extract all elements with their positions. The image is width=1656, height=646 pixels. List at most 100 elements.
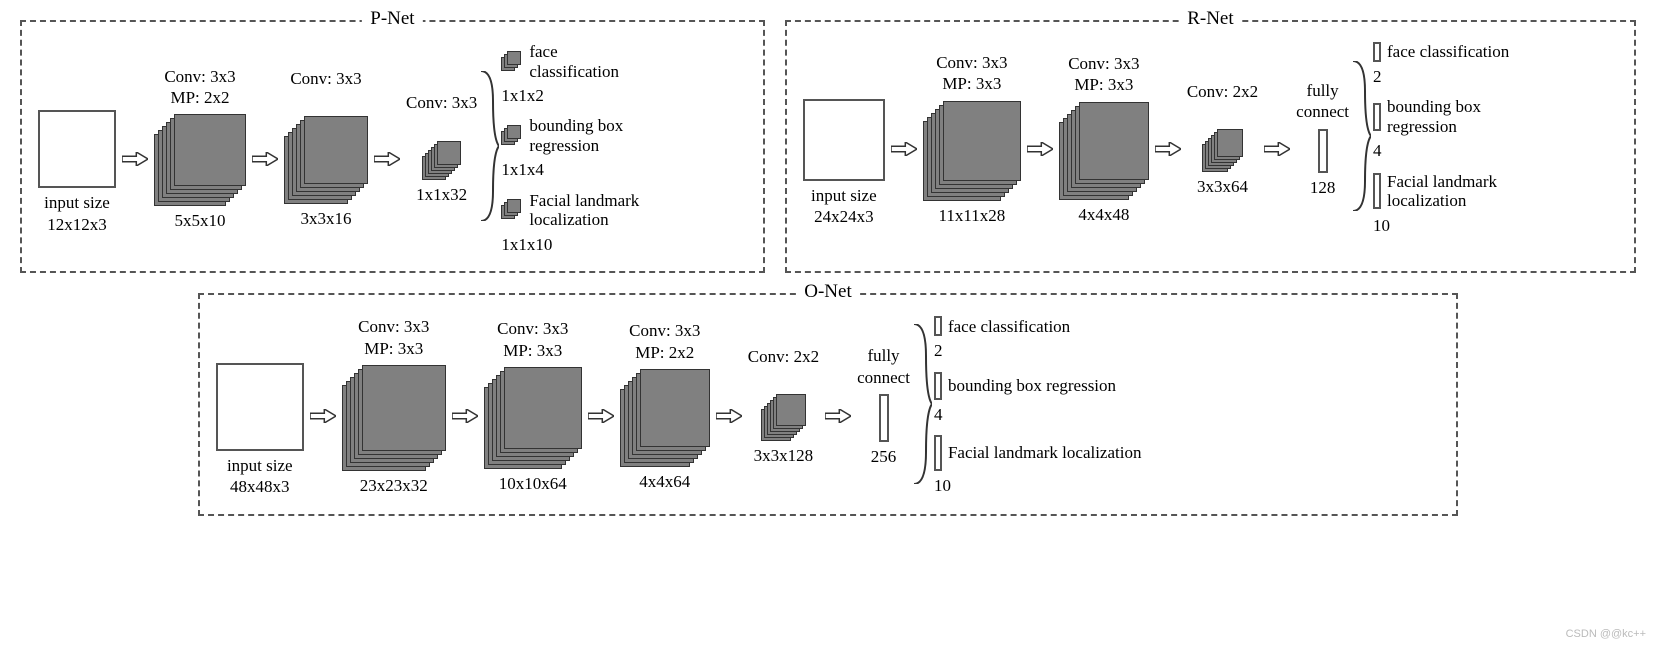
fc-stage: fullyconnect 128 xyxy=(1296,80,1349,198)
output-item: bounding box regression 4 xyxy=(934,372,1142,425)
output-bar xyxy=(934,372,942,400)
output-item: bounding boxregression 4 xyxy=(1373,97,1509,161)
feature-stack xyxy=(154,114,246,206)
stage-dim: 10x10x64 xyxy=(499,473,567,494)
output-dim: 10 xyxy=(1373,215,1509,236)
stage-dim: 4x4x64 xyxy=(639,471,690,492)
output-dim: 2 xyxy=(934,340,1142,361)
brace-icon xyxy=(479,71,499,226)
output-item: faceclassification 1x1x2 xyxy=(501,42,639,106)
output-item: Facial landmarklocalization 10 xyxy=(1373,172,1509,236)
stage-op: Conv: 3x3MP: 2x2 xyxy=(629,320,700,363)
input-block: input size48x48x3 xyxy=(216,315,304,498)
input-box xyxy=(216,363,304,451)
output-dim: 1x1x4 xyxy=(501,159,639,180)
input-block: input size24x24x3 xyxy=(803,51,885,228)
output-bar xyxy=(934,316,942,336)
conv-stage: Conv: 3x3MP: 3x3 4x4x48 xyxy=(1059,53,1149,225)
stage-op: Conv: 2x2 xyxy=(748,346,819,389)
pnet-panel: P-Net input size12x12x3 Conv: 3x3MP: 2x2… xyxy=(20,20,765,273)
onet-title: O-Net xyxy=(796,281,859,303)
arrow-icon xyxy=(1264,142,1290,156)
feature-stack xyxy=(761,394,806,441)
arrow-icon xyxy=(310,409,336,423)
arrow-icon xyxy=(588,409,614,423)
feature-stack xyxy=(620,369,710,467)
input-block: input size12x12x3 xyxy=(38,62,116,235)
fc-bar xyxy=(879,394,889,442)
output-item: Facial landmark localization 10 xyxy=(934,435,1142,496)
output-bar xyxy=(1373,103,1381,131)
onet-panel: O-Net input size48x48x3 Conv: 3x3MP: 3x3… xyxy=(198,293,1458,516)
arrow-icon xyxy=(716,409,742,423)
stage-op: Conv: 3x3 xyxy=(406,92,477,135)
feature-stack xyxy=(284,116,368,204)
output-bar xyxy=(934,435,942,471)
input-label: input size24x24x3 xyxy=(811,185,877,228)
input-label: input size12x12x3 xyxy=(44,192,110,235)
stage-dim: 3x3x128 xyxy=(754,445,814,466)
stage-op: Conv: 2x2 xyxy=(1187,81,1258,124)
output-item: face classification 2 xyxy=(934,316,1142,361)
arrow-icon xyxy=(891,142,917,156)
stage-dim: 4x4x48 xyxy=(1078,204,1129,225)
fc-dim: 128 xyxy=(1310,177,1336,198)
output-label: bounding boxregression xyxy=(529,116,623,155)
output-label: Facial landmarklocalization xyxy=(1387,172,1497,211)
stage-dim: 5x5x10 xyxy=(175,210,226,231)
output-dim: 10 xyxy=(934,475,1142,496)
output-label: bounding box regression xyxy=(948,376,1116,396)
arrow-icon xyxy=(122,152,148,166)
input-box xyxy=(803,99,885,181)
stage-op: Conv: 3x3MP: 3x3 xyxy=(1068,53,1139,96)
stage-dim: 3x3x16 xyxy=(301,208,352,229)
output-label: bounding boxregression xyxy=(1387,97,1481,136)
arrow-icon xyxy=(374,152,400,166)
output-dim: 4 xyxy=(934,404,1142,425)
output-label: Facial landmark localization xyxy=(948,443,1142,463)
stage-dim: 1x1x32 xyxy=(416,184,467,205)
output-dim: 1x1x10 xyxy=(501,234,639,255)
stage-dim: 3x3x64 xyxy=(1197,176,1248,197)
output-cube xyxy=(501,51,523,73)
output-bar xyxy=(1373,42,1381,62)
conv-stage: Conv: 3x3MP: 3x3 23x23x32 xyxy=(342,316,446,496)
fc-op: fullyconnect xyxy=(857,345,910,388)
output-dim: 4 xyxy=(1373,140,1509,161)
pnet-title: P-Net xyxy=(362,8,422,30)
conv-stage: Conv: 3x3MP: 2x2 4x4x64 xyxy=(620,320,710,492)
feature-stack xyxy=(923,101,1021,201)
fc-stage: fullyconnect 256 xyxy=(857,345,910,467)
arrow-icon xyxy=(1155,142,1181,156)
rnet-title: R-Net xyxy=(1179,8,1241,30)
feature-stack xyxy=(342,365,446,471)
output-item: face classification 2 xyxy=(1373,42,1509,87)
conv-stage: Conv: 3x3MP: 3x3 10x10x64 xyxy=(484,318,582,494)
feature-stack xyxy=(484,367,582,469)
conv-stage: Conv: 3x3MP: 3x3 11x11x28 xyxy=(923,52,1021,226)
stage-dim: 23x23x32 xyxy=(360,475,428,496)
input-box xyxy=(38,110,116,188)
output-label: face classification xyxy=(1387,42,1509,62)
output-list: face classification 2 bounding boxregres… xyxy=(1373,42,1509,236)
output-dim: 2 xyxy=(1373,66,1509,87)
conv-stage: Conv: 2x2 3x3x64 xyxy=(1187,81,1258,198)
feature-stack xyxy=(1202,129,1243,172)
feature-stack xyxy=(422,141,461,180)
arrow-icon xyxy=(252,152,278,166)
conv-stage: Conv: 3x3MP: 2x2 5x5x10 xyxy=(154,66,246,232)
output-list: face classification 2 bounding box regre… xyxy=(934,316,1142,496)
feature-stack xyxy=(1059,102,1149,200)
output-item: Facial landmarklocalization 1x1x10 xyxy=(501,191,639,255)
conv-stage: Conv: 3x3 1x1x32 xyxy=(406,92,477,205)
stage-op: Conv: 3x3MP: 2x2 xyxy=(164,66,235,109)
arrow-icon xyxy=(1027,142,1053,156)
arrow-icon xyxy=(825,409,851,423)
arrow-icon xyxy=(452,409,478,423)
brace-icon xyxy=(1351,61,1371,216)
stage-op: Conv: 3x3 xyxy=(290,68,361,111)
output-label: Facial landmarklocalization xyxy=(529,191,639,230)
output-list: faceclassification 1x1x2 bounding boxreg… xyxy=(501,42,639,255)
output-item: bounding boxregression 1x1x4 xyxy=(501,116,639,180)
fc-bar xyxy=(1318,129,1328,173)
